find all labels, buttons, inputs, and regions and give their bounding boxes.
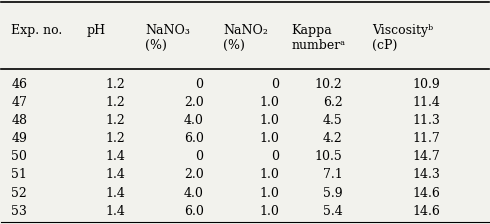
- Text: 2.0: 2.0: [184, 168, 203, 181]
- Text: 11.7: 11.7: [412, 132, 440, 145]
- Text: 48: 48: [11, 114, 27, 127]
- Text: 0: 0: [196, 150, 203, 163]
- Text: 6.0: 6.0: [184, 205, 203, 218]
- Text: 1.4: 1.4: [106, 150, 125, 163]
- Text: pH: pH: [87, 24, 106, 37]
- Text: 14.6: 14.6: [412, 187, 440, 200]
- Text: 5.4: 5.4: [323, 205, 343, 218]
- Text: Kappa
numberᵃ: Kappa numberᵃ: [291, 24, 345, 52]
- Text: 1.2: 1.2: [106, 114, 125, 127]
- Text: 14.3: 14.3: [412, 168, 440, 181]
- Text: 14.6: 14.6: [412, 205, 440, 218]
- Text: 4.0: 4.0: [184, 114, 203, 127]
- Text: 46: 46: [11, 78, 27, 91]
- Text: 50: 50: [11, 150, 27, 163]
- Text: 6.2: 6.2: [323, 96, 343, 109]
- Text: 7.1: 7.1: [323, 168, 343, 181]
- Text: 11.3: 11.3: [412, 114, 440, 127]
- Text: 1.2: 1.2: [106, 96, 125, 109]
- Text: 10.5: 10.5: [315, 150, 343, 163]
- Text: 10.2: 10.2: [315, 78, 343, 91]
- Text: 14.7: 14.7: [412, 150, 440, 163]
- Text: 1.2: 1.2: [106, 132, 125, 145]
- Text: 1.4: 1.4: [106, 168, 125, 181]
- Text: NaNO₃
(%): NaNO₃ (%): [145, 24, 190, 52]
- Text: 1.4: 1.4: [106, 187, 125, 200]
- Text: 0: 0: [271, 150, 279, 163]
- Text: 47: 47: [11, 96, 27, 109]
- Text: 0: 0: [271, 78, 279, 91]
- Text: 1.0: 1.0: [259, 168, 279, 181]
- Text: 1.0: 1.0: [259, 96, 279, 109]
- Text: 10.9: 10.9: [412, 78, 440, 91]
- Text: 53: 53: [11, 205, 27, 218]
- Text: 2.0: 2.0: [184, 96, 203, 109]
- Text: 5.9: 5.9: [323, 187, 343, 200]
- Text: Viscosityᵇ
(cP): Viscosityᵇ (cP): [372, 24, 433, 52]
- Text: 52: 52: [11, 187, 27, 200]
- Text: 11.4: 11.4: [412, 96, 440, 109]
- Text: 1.0: 1.0: [259, 114, 279, 127]
- Text: 4.0: 4.0: [184, 187, 203, 200]
- Text: 49: 49: [11, 132, 27, 145]
- Text: Exp. no.: Exp. no.: [11, 24, 62, 37]
- Text: 1.0: 1.0: [259, 187, 279, 200]
- Text: 1.0: 1.0: [259, 132, 279, 145]
- Text: 1.2: 1.2: [106, 78, 125, 91]
- Text: 1.4: 1.4: [106, 205, 125, 218]
- Text: 6.0: 6.0: [184, 132, 203, 145]
- Text: 1.0: 1.0: [259, 205, 279, 218]
- Text: 0: 0: [196, 78, 203, 91]
- Text: 4.2: 4.2: [323, 132, 343, 145]
- Text: NaNO₂
(%): NaNO₂ (%): [223, 24, 268, 52]
- Text: 51: 51: [11, 168, 27, 181]
- Text: 4.5: 4.5: [323, 114, 343, 127]
